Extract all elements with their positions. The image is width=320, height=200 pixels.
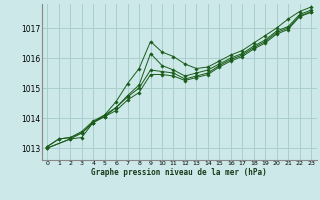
X-axis label: Graphe pression niveau de la mer (hPa): Graphe pression niveau de la mer (hPa) [91, 168, 267, 177]
